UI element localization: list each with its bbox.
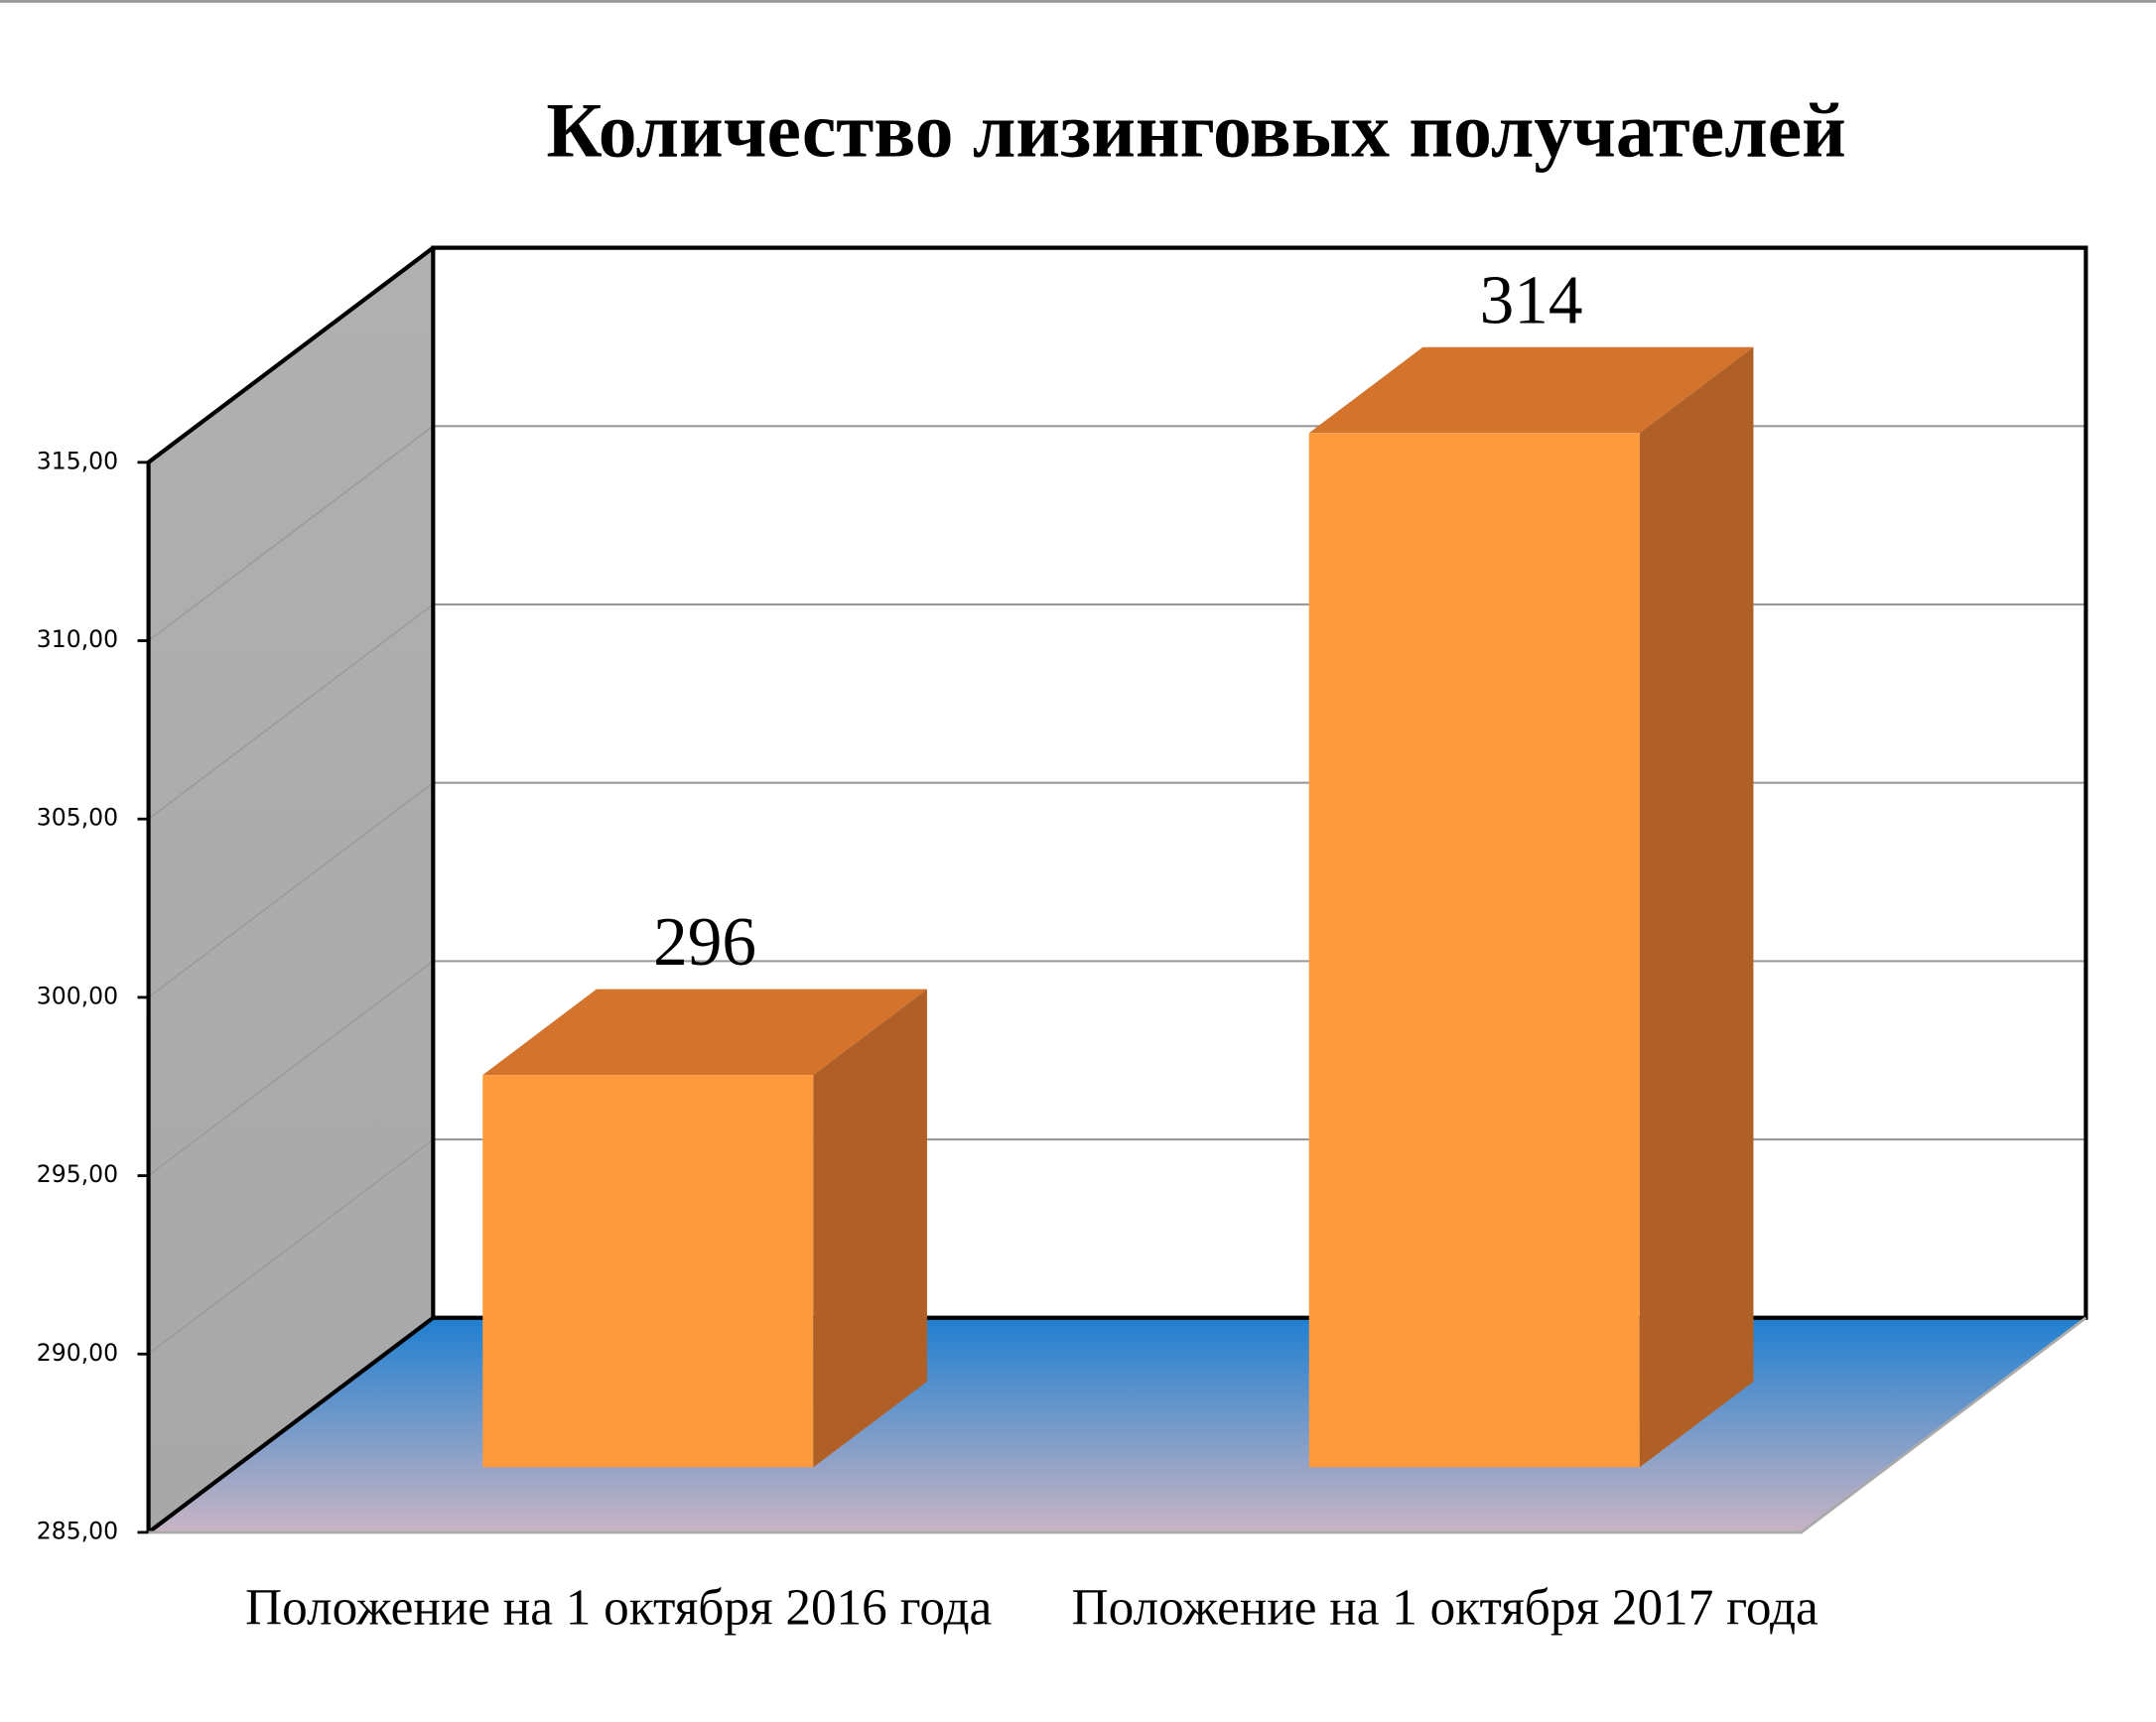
- bar-side: [1639, 346, 1754, 1468]
- y-tick-label: 310,00: [37, 625, 118, 653]
- y-tick-label: 305,00: [37, 804, 118, 832]
- bar: [482, 1075, 814, 1468]
- y-tick-label: 290,00: [37, 1339, 118, 1367]
- bar-top: [482, 989, 927, 1076]
- floor: [148, 1317, 2087, 1532]
- side-grid-line: [148, 960, 434, 1177]
- floor-edge: [147, 1316, 435, 1534]
- plot-area: 285,00 290,00 295,00 300,00 305,00 310,00 315,…: [37, 245, 2089, 1637]
- bar-top: [1308, 346, 1754, 434]
- bar: [1308, 433, 1640, 1468]
- chart-title: Количество лизинговых получателей: [546, 87, 1845, 173]
- y-tick-label: 315,00: [37, 447, 118, 474]
- y-tick-label: 295,00: [37, 1160, 118, 1188]
- x-tick-label: Положение на 1 октября 2017 года: [1072, 1580, 1819, 1637]
- side-grid-line: [148, 425, 434, 642]
- side-grid-line: [148, 603, 434, 820]
- y-tick-label: 300,00: [37, 982, 118, 1009]
- side-frame: [146, 245, 435, 1532]
- value-label: 296: [653, 904, 756, 981]
- bar-side: [813, 989, 927, 1468]
- side-grid-line: [148, 782, 434, 998]
- side-grid-line: [148, 1138, 434, 1355]
- y-tick-label: 285,00: [37, 1517, 118, 1544]
- value-label: 314: [1480, 262, 1583, 338]
- floor-front-edge: [148, 1316, 2088, 1534]
- x-tick-label: Положение на 1 октября 2016 года: [245, 1580, 992, 1637]
